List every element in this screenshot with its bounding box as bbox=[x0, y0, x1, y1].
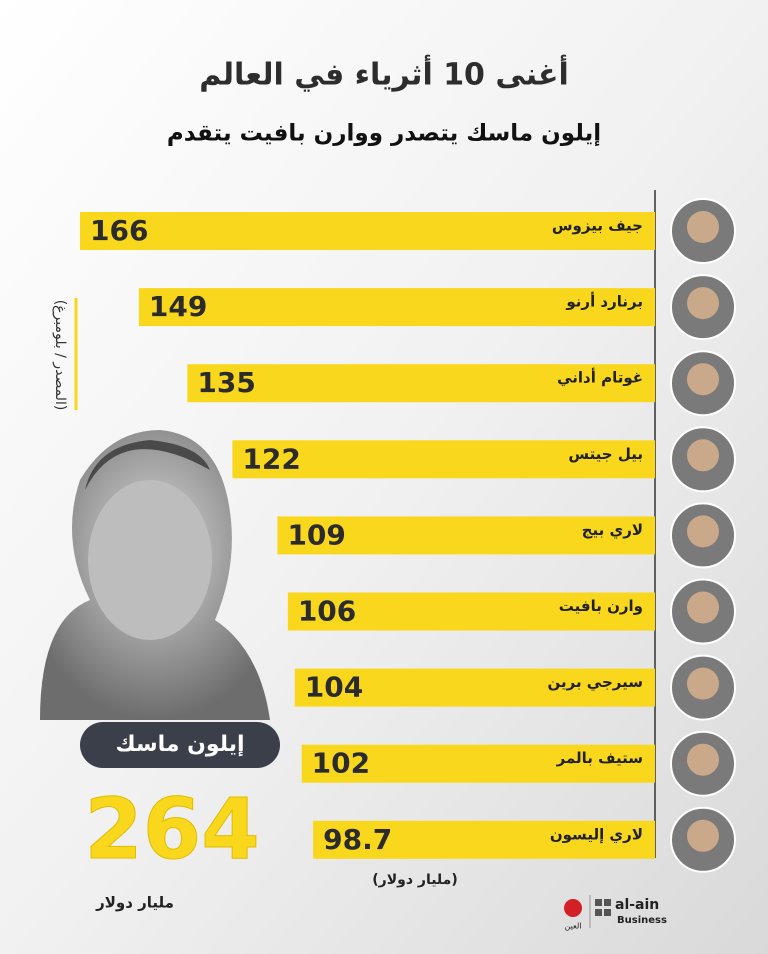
value-label: 102 bbox=[312, 747, 370, 780]
chart-title: أغنى 10 أثرياء في العالم bbox=[199, 55, 569, 93]
category-label: ستيف بالمر bbox=[556, 749, 643, 767]
bar bbox=[301, 744, 655, 783]
highlight-pill bbox=[80, 722, 280, 768]
avatar-face bbox=[687, 363, 719, 396]
value-label: 122 bbox=[242, 442, 300, 475]
value-label: 98.7 bbox=[323, 823, 392, 856]
bar bbox=[313, 820, 655, 859]
value-label: 104 bbox=[305, 671, 363, 704]
highlight-value: 264 bbox=[84, 780, 259, 878]
source-note: (المصدر / بلومبرغ) bbox=[52, 300, 68, 411]
logo-mark: العين bbox=[564, 922, 581, 931]
logo: العين al-ain Business bbox=[564, 895, 667, 931]
value-label: 166 bbox=[90, 214, 148, 247]
category-label: سيرجي برين bbox=[547, 673, 643, 691]
avatar-face bbox=[687, 819, 719, 852]
bar bbox=[187, 364, 655, 403]
avatar-face bbox=[687, 211, 719, 243]
category-label: بيل جيتس bbox=[568, 445, 643, 463]
avatar-face bbox=[687, 287, 719, 320]
avatar-face bbox=[687, 743, 719, 776]
logo-section: Business bbox=[617, 915, 667, 926]
logo-brand: al-ain bbox=[615, 897, 659, 913]
bar bbox=[232, 440, 655, 479]
category-label: وارن بافيت bbox=[559, 597, 643, 615]
value-label: 109 bbox=[287, 518, 345, 551]
category-label: غوتام أداني bbox=[557, 368, 643, 387]
avatar-face bbox=[687, 667, 719, 700]
category-label: جيف بيزوس bbox=[552, 217, 643, 235]
portrait bbox=[40, 430, 270, 720]
bar bbox=[287, 592, 655, 631]
bar bbox=[80, 212, 655, 250]
category-label: لاري إليسون bbox=[550, 825, 643, 844]
unit-note: (مليار دولار) bbox=[372, 872, 457, 888]
category-label: لاري بيج bbox=[582, 521, 643, 540]
chart-subtitle: إيلون ماسك يتصدر ووارن بافيت يتقدم bbox=[167, 121, 601, 147]
value-label: 135 bbox=[197, 366, 255, 399]
bar bbox=[294, 668, 655, 707]
highlight-unit: مليار دولار bbox=[95, 894, 174, 912]
avatar-face bbox=[687, 439, 719, 472]
value-label: 149 bbox=[149, 290, 207, 323]
value-label: 106 bbox=[298, 595, 356, 628]
avatar-face bbox=[687, 591, 719, 624]
bar bbox=[277, 516, 655, 555]
highlight-label: إيلون ماسك bbox=[115, 732, 244, 757]
bar bbox=[138, 288, 655, 327]
category-label: برنارد أرنو bbox=[565, 292, 643, 311]
avatar-face bbox=[687, 515, 719, 548]
